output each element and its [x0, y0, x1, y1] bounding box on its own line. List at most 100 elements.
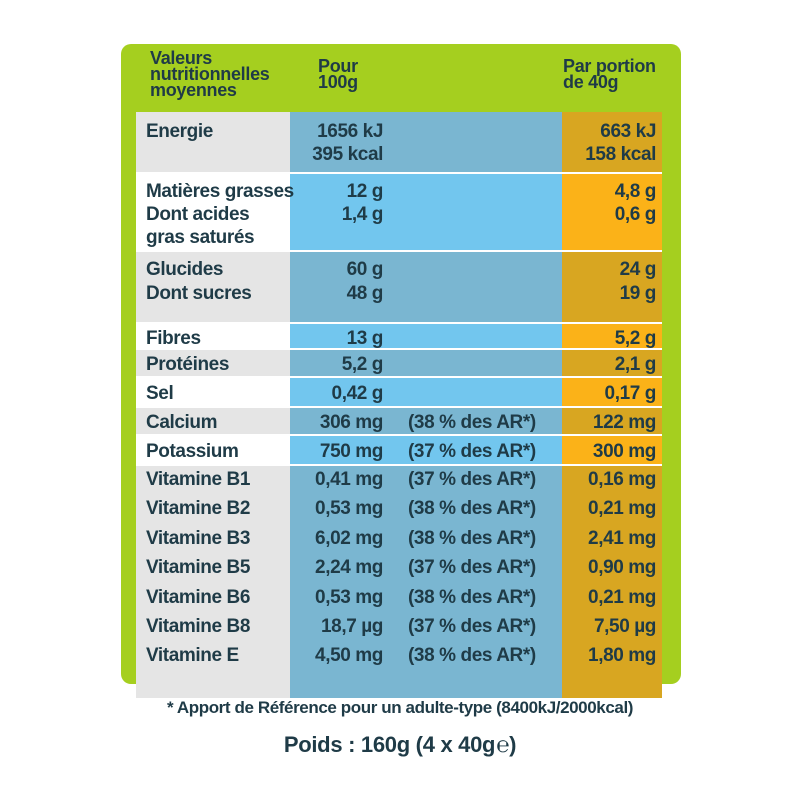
value-per-portion: 0,21 mg	[588, 498, 656, 520]
table-cell	[290, 324, 562, 348]
table-cell	[562, 324, 662, 348]
header-line: 100g	[318, 72, 358, 92]
nutrient-name: Dont sucres	[146, 283, 252, 304]
value-per-100g: 48 g	[346, 283, 384, 304]
table-cell	[562, 350, 662, 376]
nutrient-name: Sel	[146, 383, 174, 404]
nutrient-name: Vitamine E	[146, 645, 239, 667]
nutrient-name: Energie	[146, 121, 213, 142]
net-weight: Poids : 160g (4 x 40g℮)	[0, 732, 800, 758]
nutrient-name: Protéines	[146, 354, 229, 375]
header-line: Pour	[318, 56, 358, 76]
nutrient-name: gras saturés	[146, 227, 255, 248]
header-per-portion: Par portion de 40g	[563, 56, 656, 92]
nutrition-table: Energie 1656 kJ 663 kJ 395 kcal 158 kcal Mati…	[136, 112, 662, 698]
value-per-100g: 0,41 mg	[315, 469, 383, 490]
value-per-100g: 395 kcal	[312, 144, 383, 165]
table-cell	[136, 350, 290, 376]
value-per-portion: 1,80 mg	[588, 645, 656, 667]
table-cell	[136, 112, 290, 172]
nutrient-name: Vitamine B6	[146, 586, 251, 608]
reference-intake: (37 % des AR*)	[408, 557, 536, 579]
table-cell	[290, 174, 562, 250]
nutrient-name: Dont acides	[146, 204, 250, 225]
value-per-portion: 0,21 mg	[588, 586, 656, 608]
nutrient-name: Matières grasses	[146, 181, 294, 202]
reference-intake: (37 % des AR*)	[408, 616, 536, 637]
value-per-portion: 4,8 g	[614, 181, 657, 202]
table-cell	[290, 350, 562, 376]
value-per-portion: 158 kcal	[585, 144, 656, 165]
table-cell	[136, 324, 290, 348]
value-per-portion: 2,41 mg	[588, 527, 656, 549]
footnote: * Apport de Référence pour un adulte-typ…	[166, 698, 634, 717]
reference-intake: (37 % des AR*)	[408, 469, 536, 490]
value-per-portion: 0,6 g	[614, 204, 657, 225]
nutrient-name: Vitamine B2	[146, 498, 251, 520]
nutrient-name: Vitamine B3	[146, 527, 251, 549]
value-per-100g: 5,2 g	[341, 354, 384, 375]
table-row: Potassium 750 mg (37 % des AR*) 300 mg	[136, 436, 662, 466]
reference-intake: (38 % des AR*)	[408, 412, 536, 433]
table-cell	[562, 378, 662, 406]
nutrient-name: Vitamine B5	[146, 557, 251, 579]
value-per-portion: 19 g	[619, 283, 657, 304]
reference-intake: (38 % des AR*)	[408, 498, 536, 520]
value-per-100g: 0,42 g	[331, 383, 384, 404]
table-row: Glucides 60 g 24 g Dont sucres 48 g 19 g	[136, 252, 662, 324]
value-per-portion: 5,2 g	[614, 328, 657, 349]
value-per-portion: 24 g	[619, 259, 657, 280]
header-per-100g: Pour 100g	[318, 56, 358, 92]
estimated-sign-icon: ℮	[496, 732, 510, 757]
net-weight-text: Poids : 160g (4 x 40g	[283, 732, 496, 757]
value-per-portion: 0,16 mg	[588, 469, 656, 490]
table-cell	[290, 378, 562, 406]
value-per-portion: 300 mg	[592, 441, 656, 462]
value-per-100g: 4,50 mg	[315, 645, 383, 667]
nutrient-name: Glucides	[146, 259, 224, 280]
table-cell	[290, 466, 562, 698]
value-per-100g: 18,7 µg	[320, 616, 383, 637]
header-nutritional-values: Valeurs nutritionnelles moyennes	[150, 48, 270, 100]
table-row: Protéines 5,2 g 2,1 g	[136, 350, 662, 378]
table-row: Matières grasses 12 g 4,8 g Dont acides 1,4 …	[136, 174, 662, 252]
reference-intake: (38 % des AR*)	[408, 645, 536, 667]
table-cell	[290, 112, 562, 172]
table-cell	[562, 112, 662, 172]
table-cell	[136, 252, 290, 322]
table-cell	[136, 408, 290, 434]
table-cell	[562, 466, 662, 698]
value-per-portion: 663 kJ	[600, 121, 656, 142]
header-line: moyennes	[150, 80, 237, 100]
value-per-100g: 12 g	[346, 181, 384, 202]
table-row: Fibres 13 g 5,2 g	[136, 324, 662, 350]
value-per-100g: 1656 kJ	[317, 121, 383, 142]
value-per-100g: 60 g	[346, 259, 384, 280]
nutrient-name: Potassium	[146, 441, 239, 462]
value-per-100g: 6,02 mg	[315, 527, 383, 549]
value-per-100g: 750 mg	[319, 441, 383, 462]
table-row: Vitamine B1 0,41 mg (37 % des AR*) 0,16 mg V…	[136, 466, 662, 698]
table-cell	[562, 408, 662, 434]
header-line: de 40g	[563, 72, 619, 92]
value-per-portion: 7,50 µg	[593, 616, 656, 637]
value-per-100g: 0,53 mg	[315, 586, 383, 608]
value-per-100g: 13 g	[346, 328, 384, 349]
table-row: Calcium 306 mg (38 % des AR*) 122 mg	[136, 408, 662, 436]
header-line: Valeurs	[150, 48, 212, 68]
table-cell	[562, 174, 662, 250]
value-per-100g: 2,24 mg	[315, 557, 383, 579]
value-per-portion: 122 mg	[592, 412, 656, 433]
table-cell	[136, 378, 290, 406]
nutrient-name: Vitamine B8	[146, 616, 251, 637]
table-cell	[562, 252, 662, 322]
table-cell	[562, 436, 662, 464]
value-per-100g: 0,53 mg	[315, 498, 383, 520]
table-cell	[290, 252, 562, 322]
reference-intake: (38 % des AR*)	[408, 527, 536, 549]
header-line: Par portion	[563, 56, 656, 76]
table-cell	[290, 436, 562, 464]
table-cell	[290, 408, 562, 434]
table-row: Sel 0,42 g 0,17 g	[136, 378, 662, 408]
reference-intake: (37 % des AR*)	[408, 441, 536, 462]
